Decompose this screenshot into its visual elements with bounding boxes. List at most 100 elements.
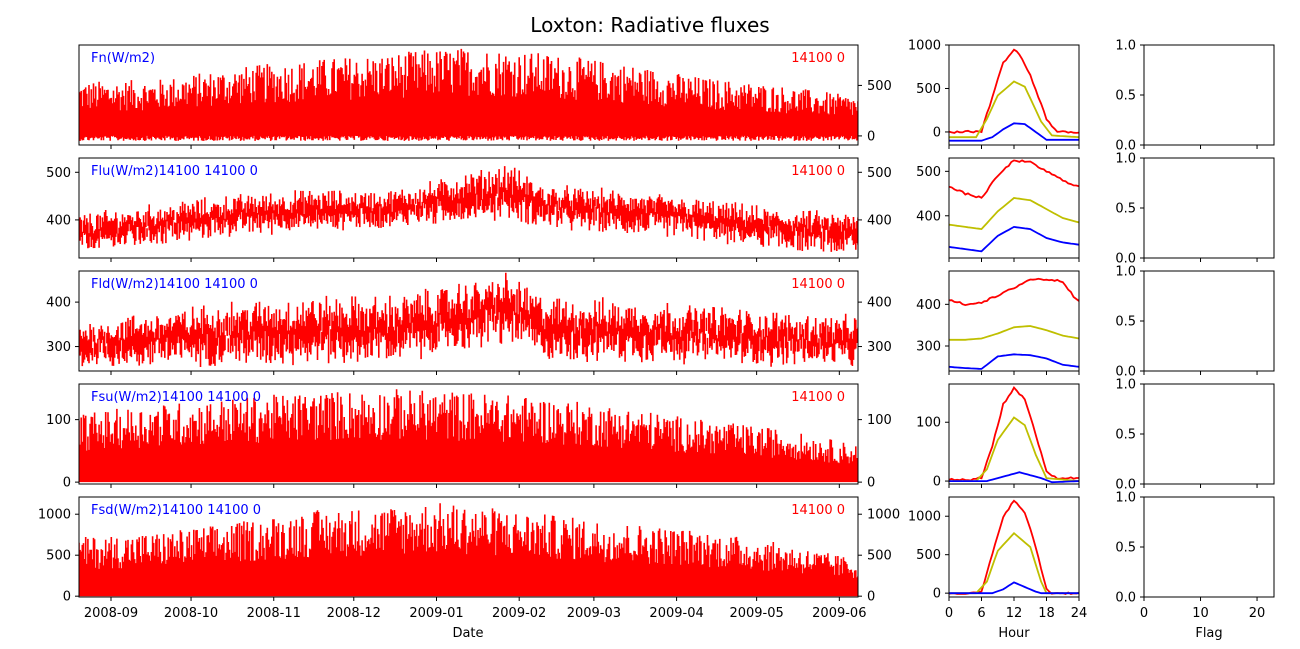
diurnal-min-line bbox=[949, 122, 1079, 142]
x-tick-label: 24 bbox=[1071, 606, 1088, 621]
flag-panel: 0.0 0.5 1.0 bbox=[1115, 378, 1275, 493]
y-tick-label-left: 300 bbox=[46, 340, 71, 355]
axes-frame bbox=[948, 383, 1080, 485]
x-tick-label: 2009-04 bbox=[649, 606, 703, 621]
diurnal-mean-line bbox=[949, 80, 1080, 139]
y-tick-label-left: 0 bbox=[63, 476, 71, 491]
y-tick-label: 0.5 bbox=[1115, 89, 1136, 104]
count-label: 14100 0 bbox=[791, 51, 845, 66]
timeseries-panel-fn: Fn(W/m2) 14100 0 0 500 bbox=[78, 44, 892, 149]
diurnal-panel-fn: 0 500 1000 bbox=[908, 39, 1080, 149]
y-tick-label-left: 1000 bbox=[38, 508, 71, 523]
diurnal-panel-flu: 400 500 bbox=[916, 157, 1080, 262]
axes-frame bbox=[1143, 157, 1275, 259]
timeseries-panel-fld: Fld(W/m2)14100 14100 0 14100 0 300 400 300 40… bbox=[46, 270, 892, 375]
axes-frame bbox=[948, 157, 1080, 259]
y-tick-label-left: 100 bbox=[46, 413, 71, 428]
panel-label: Fsd(W/m2)14100 14100 0 bbox=[91, 503, 261, 518]
series-line-fsu bbox=[79, 389, 858, 483]
x-tick-label: 6 bbox=[977, 606, 985, 621]
y-tick-label-left: 400 bbox=[46, 213, 71, 228]
y-tick-label: 0.0 bbox=[1115, 478, 1136, 493]
count-label: 14100 0 bbox=[791, 390, 845, 405]
y-tick-label-right: 500 bbox=[867, 79, 892, 94]
y-tick-label-left: 500 bbox=[46, 166, 71, 181]
diurnal-min-line bbox=[948, 225, 1080, 253]
panel-label: Fld(W/m2)14100 14100 0 bbox=[91, 277, 258, 292]
diurnal-panel-fsu: 0 100 bbox=[916, 383, 1080, 490]
y-tick-label: 100 bbox=[916, 416, 941, 431]
series-line-flu bbox=[79, 166, 858, 252]
diurnal-max-line bbox=[948, 48, 1080, 134]
axes-frame bbox=[78, 270, 859, 372]
hour-axis-label: Hour bbox=[998, 626, 1030, 641]
diurnal-mean-line bbox=[949, 531, 1079, 595]
flag-panel: 0.0 0.5 1.0 bbox=[1115, 152, 1275, 267]
diurnal-min-line bbox=[948, 353, 1080, 370]
flag-panel: 0.0 0.5 1.0 0 10 20 bbox=[1115, 491, 1275, 621]
diurnal-mean-line bbox=[949, 325, 1080, 341]
diurnal-min-line bbox=[949, 581, 1079, 595]
y-tick-label-right: 100 bbox=[867, 413, 892, 428]
y-tick-label: 1.0 bbox=[1115, 152, 1136, 167]
x-tick-label: 2008-09 bbox=[84, 606, 138, 621]
diurnal-panel-fsd: 0 500 1000 0 6 12 18 24 bbox=[908, 496, 1088, 621]
x-tick-label: 2009-05 bbox=[729, 606, 783, 621]
y-tick-label: 1000 bbox=[908, 510, 941, 525]
axes-frame bbox=[1143, 383, 1275, 485]
y-tick-label: 0 bbox=[933, 125, 941, 140]
y-tick-label: 0.5 bbox=[1115, 541, 1136, 556]
diurnal-mean-line bbox=[948, 197, 1080, 231]
x-tick-label: 12 bbox=[1006, 606, 1023, 621]
diurnal-max-line bbox=[948, 386, 1079, 482]
y-tick-label-right: 300 bbox=[867, 340, 892, 355]
x-tick-label: 18 bbox=[1038, 606, 1055, 621]
x-tick-label: 2009-02 bbox=[492, 606, 546, 621]
flag-panel: 0.0 0.5 1.0 bbox=[1115, 39, 1275, 154]
x-tick-label: 2008-11 bbox=[247, 606, 301, 621]
axes-frame bbox=[78, 496, 859, 598]
diurnal-max-line bbox=[948, 159, 1080, 199]
y-tick-label: 400 bbox=[916, 298, 941, 313]
figure-title: Loxton: Radiative fluxes bbox=[530, 13, 769, 37]
axes-frame bbox=[78, 383, 859, 485]
timeseries-panels: Fn(W/m2) 14100 0 0 500 Flu(W/m2)14100 14100 … bbox=[38, 44, 900, 621]
y-tick-label: 400 bbox=[916, 209, 941, 224]
y-tick-label: 0.0 bbox=[1115, 252, 1136, 267]
y-tick-label: 0 bbox=[933, 587, 941, 602]
axes-frame bbox=[948, 270, 1080, 372]
y-tick-label-right: 400 bbox=[867, 213, 892, 228]
y-tick-label-right: 500 bbox=[867, 549, 892, 564]
date-axis-label: Date bbox=[452, 626, 483, 641]
diurnal-panel-fld: 300 400 bbox=[916, 270, 1080, 375]
y-tick-label: 0.5 bbox=[1115, 428, 1136, 443]
y-tick-label-right: 400 bbox=[867, 296, 892, 311]
axes-frame bbox=[1143, 496, 1275, 598]
y-tick-label-right: 1000 bbox=[867, 508, 900, 523]
y-tick-label: 1.0 bbox=[1115, 265, 1136, 280]
x-tick-label: 10 bbox=[1192, 606, 1209, 621]
y-tick-label-right: 0 bbox=[867, 129, 875, 144]
panel-label: Fsu(W/m2)14100 14100 0 bbox=[91, 390, 261, 405]
series-line-fn bbox=[79, 48, 858, 141]
diurnal-mean-line bbox=[949, 416, 1080, 482]
y-tick-label: 1000 bbox=[908, 39, 941, 54]
axes-frame bbox=[1143, 270, 1275, 372]
count-label: 14100 0 bbox=[791, 277, 845, 292]
count-label: 14100 0 bbox=[791, 164, 845, 179]
x-tick-label: 2009-03 bbox=[567, 606, 621, 621]
y-tick-label: 1.0 bbox=[1115, 378, 1136, 393]
series-line-fld bbox=[79, 272, 858, 367]
y-tick-label-right: 0 bbox=[867, 590, 875, 605]
panel-label: Flu(W/m2)14100 14100 0 bbox=[91, 164, 258, 179]
y-tick-label: 0.0 bbox=[1115, 139, 1136, 154]
y-tick-label: 0.5 bbox=[1115, 202, 1136, 217]
panel-label: Fn(W/m2) bbox=[91, 51, 155, 66]
series-line-fsd bbox=[79, 503, 858, 597]
flag-axis-label: Flag bbox=[1195, 626, 1222, 641]
y-tick-label: 500 bbox=[916, 165, 941, 180]
x-tick-label: 2009-06 bbox=[812, 606, 866, 621]
axes-frame bbox=[78, 44, 859, 146]
y-tick-label-left: 0 bbox=[63, 590, 71, 605]
diurnal-min-line bbox=[949, 471, 1080, 484]
